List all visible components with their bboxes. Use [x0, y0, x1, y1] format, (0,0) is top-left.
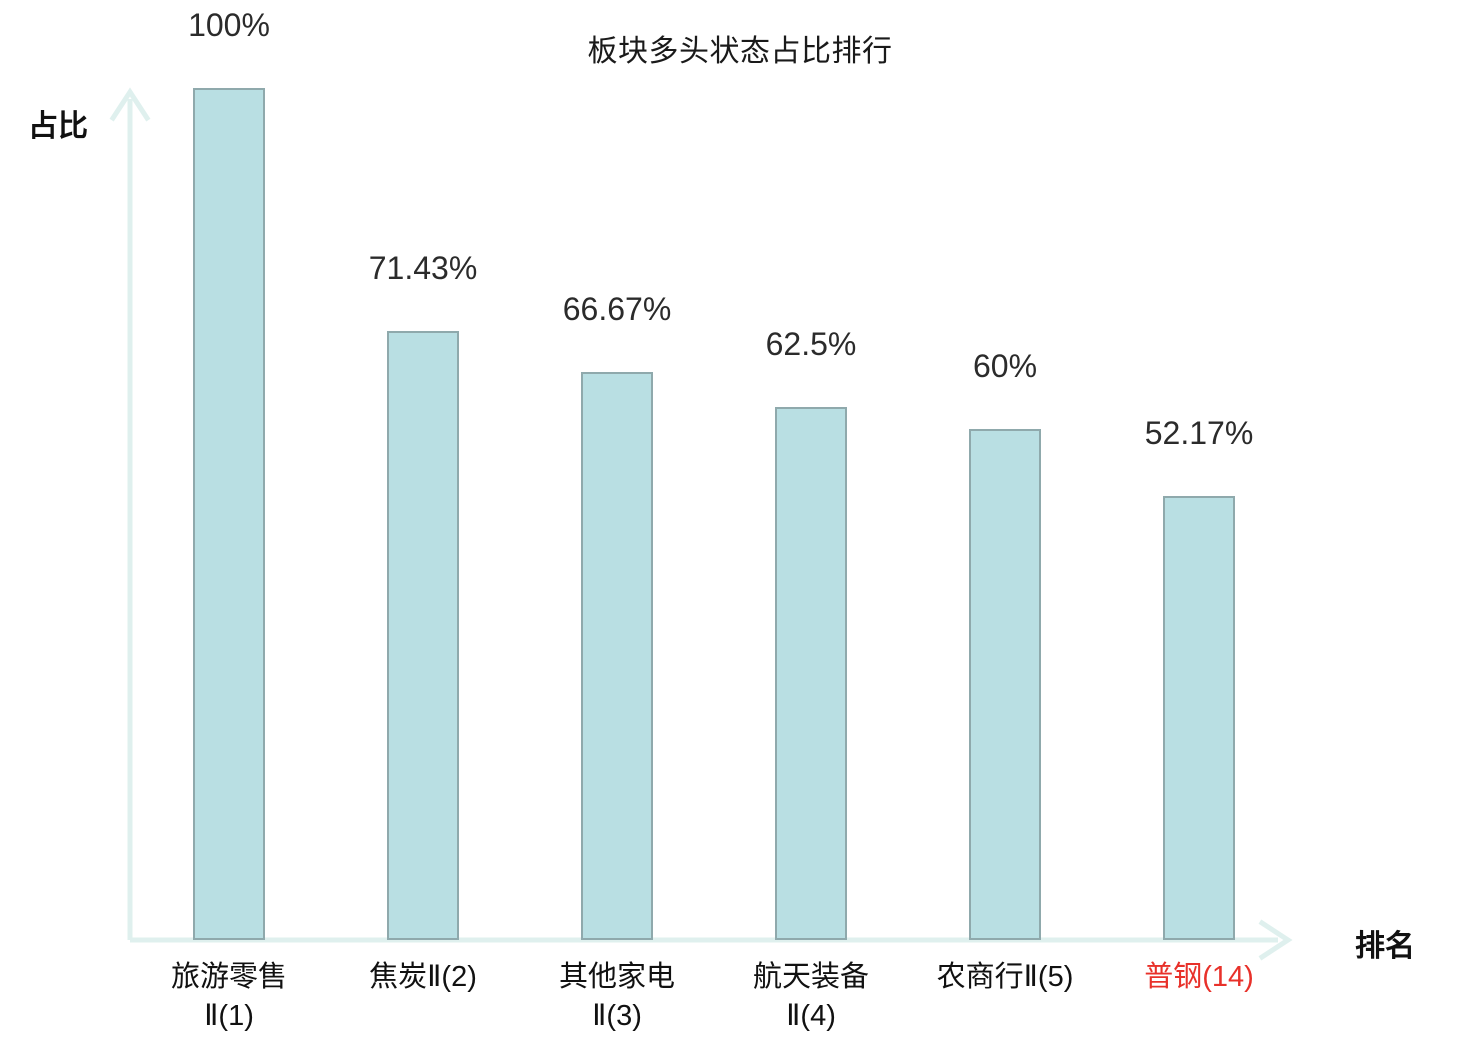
bar-rect[interactable] [1163, 496, 1235, 940]
category-label-line2: Ⅱ(3) [592, 1000, 642, 1032]
bar-value-label: 71.43% [368, 250, 478, 286]
bar-group: 60% [908, 60, 1102, 940]
category-label-line2: Ⅱ(4) [786, 1000, 836, 1032]
bar-value-label: 66.67% [562, 291, 672, 327]
bar-value-label: 100% [188, 7, 270, 43]
bar-value-label: 62.5% [765, 326, 857, 362]
bar-rect[interactable] [775, 407, 847, 940]
category-label-line1: 普钢(14) [1144, 961, 1254, 993]
category-label-line1: 焦炭Ⅱ(2) [369, 961, 477, 993]
plot-area: 100% 71.43% 66.67% 62.5% 60% 52.17% [132, 7, 1292, 940]
category-label-highlighted: 普钢(14) [1102, 958, 1296, 997]
bar-group: 100% [132, 7, 326, 940]
x-axis-label: 排名 [1355, 930, 1415, 963]
chart-title: 板块多头状态占比排行 [587, 35, 893, 68]
bar-rect[interactable] [387, 331, 459, 940]
bar-group: 52.17% [1102, 60, 1296, 940]
category-label: 焦炭Ⅱ(2) [326, 958, 520, 997]
category-label-line1: 农商行Ⅱ(5) [936, 961, 1074, 993]
bar-rect[interactable] [193, 88, 265, 940]
category-label-line2: Ⅱ(1) [204, 1000, 254, 1032]
bar-value-label: 60% [972, 348, 1038, 384]
bar-group: 62.5% [714, 60, 908, 940]
bar-rect[interactable] [581, 372, 653, 940]
category-label: 旅游零售 Ⅱ(1) [132, 958, 326, 1036]
bar-group: 71.43% [326, 60, 520, 940]
category-label: 农商行Ⅱ(5) [908, 958, 1102, 997]
bar-rect[interactable] [969, 429, 1041, 940]
category-label: 航天装备 Ⅱ(4) [714, 958, 908, 1036]
bar-value-label: 52.17% [1144, 415, 1254, 451]
bar-group: 66.67% [520, 60, 714, 940]
category-label: 其他家电 Ⅱ(3) [520, 958, 714, 1036]
y-axis-label: 占比 [28, 110, 88, 143]
category-axis-labels: 旅游零售 Ⅱ(1) 焦炭Ⅱ(2) 其他家电 Ⅱ(3) 航天装备 Ⅱ(4) 农商行… [132, 958, 1292, 1040]
category-label-line1: 旅游零售 [170, 961, 287, 993]
category-label-line1: 其他家电 [558, 961, 675, 993]
category-label-line1: 航天装备 [752, 961, 869, 993]
